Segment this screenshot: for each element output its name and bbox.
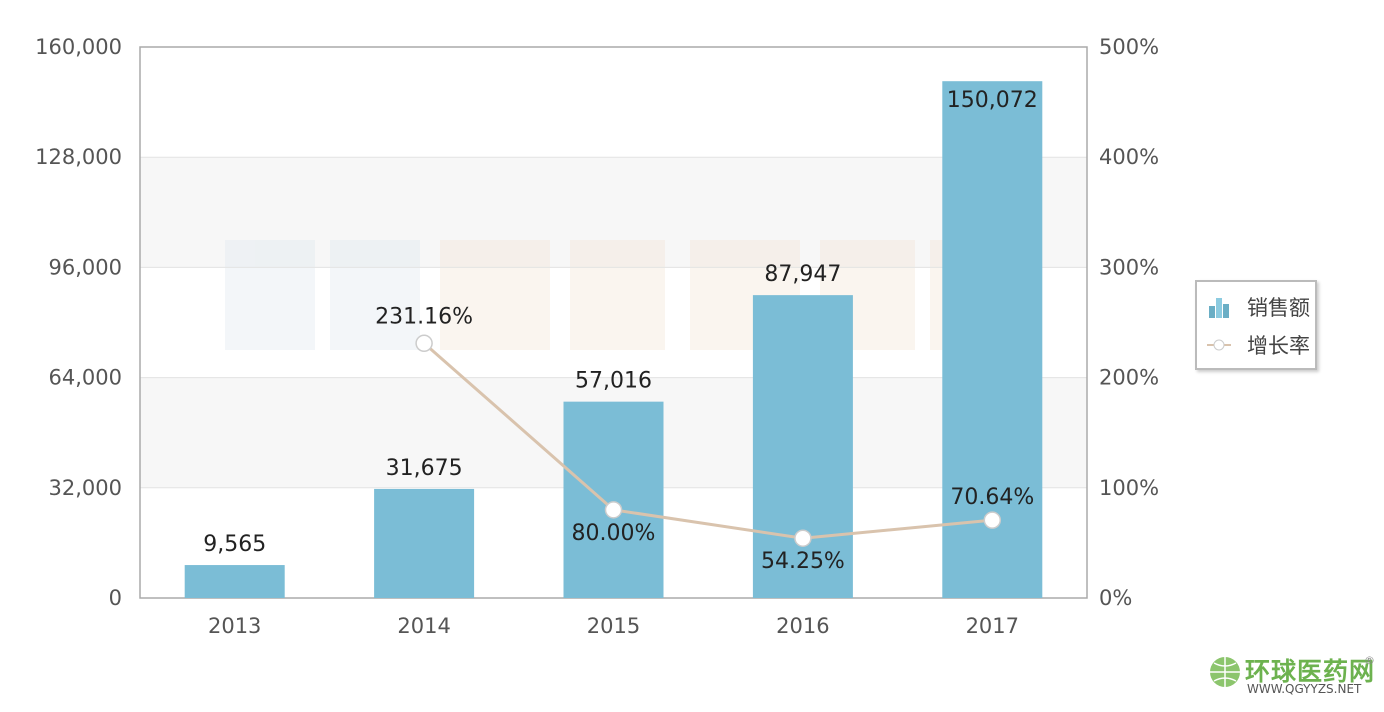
legend-label: 增长率 <box>1247 334 1310 358</box>
growth-point-2014 <box>415 334 433 353</box>
brand-name: 环球医药网 <box>1245 657 1376 686</box>
right-axis-tick: 300% <box>1099 255 1159 279</box>
watermark-glyph-shape <box>570 240 665 350</box>
bar-2015 <box>563 401 664 598</box>
right-axis-tick: 400% <box>1099 145 1159 169</box>
grid-band <box>140 157 1087 268</box>
right-axis-tick: 200% <box>1099 366 1159 390</box>
growth-line <box>423 342 993 540</box>
brand-url: WWW.QGYYZS.NET <box>1247 682 1362 696</box>
bar-data-label: 87,947 <box>764 262 841 287</box>
line-data-label: 80.00% <box>572 521 656 546</box>
bar-chart-icon <box>1209 298 1229 318</box>
line-data-label: 54.25% <box>761 549 845 574</box>
line-data-label: 231.16% <box>375 304 473 329</box>
left-axis-tick: 32,000 <box>49 476 122 500</box>
watermark-glyph-shape <box>225 240 315 350</box>
brand-reg: ® <box>1364 654 1375 667</box>
legend-label: 销售额 <box>1247 296 1310 320</box>
bar-2016 <box>752 295 853 598</box>
x-axis-tick: 2015 <box>587 614 640 638</box>
left-axis-tick: 96,000 <box>49 255 122 279</box>
bar-data-label: 9,565 <box>203 532 266 557</box>
legend-item-growth[interactable]: 增长率 <box>1207 330 1310 360</box>
legend-item-sales[interactable]: 销售额 <box>1207 292 1310 322</box>
globe-logo-icon <box>1210 657 1240 687</box>
bar-data-label: 150,072 <box>947 88 1038 113</box>
line-marker-icon <box>1207 339 1231 351</box>
line-data-label: 70.64% <box>950 485 1034 510</box>
left-axis-tick: 128,000 <box>35 145 122 169</box>
left-axis-tick: 0 <box>109 586 122 610</box>
legend: 销售额 增长率 <box>1195 280 1317 370</box>
watermark-glyph-shape <box>440 240 550 350</box>
bar-data-label: 57,016 <box>575 369 652 394</box>
left-axis-tick: 160,000 <box>35 35 122 59</box>
growth-point-2017 <box>983 511 1002 529</box>
growth-point-2015 <box>604 501 623 519</box>
x-axis-tick: 2017 <box>966 614 1019 638</box>
right-axis-tick: 500% <box>1099 35 1159 59</box>
right-axis-tick: 100% <box>1099 476 1159 500</box>
x-axis-tick: 2016 <box>776 614 829 638</box>
bar-2013 <box>184 565 285 598</box>
bar-2014 <box>374 488 475 598</box>
x-axis-tick: 2014 <box>397 614 450 638</box>
right-axis-tick: 0% <box>1099 586 1132 610</box>
left-axis-tick: 64,000 <box>49 366 122 390</box>
x-axis-tick: 2013 <box>208 614 261 638</box>
growth-point-2016 <box>794 529 812 547</box>
watermark-logo <box>225 240 1020 350</box>
bar-data-label: 31,675 <box>386 456 463 481</box>
watermark-glyph-shape <box>330 240 420 350</box>
